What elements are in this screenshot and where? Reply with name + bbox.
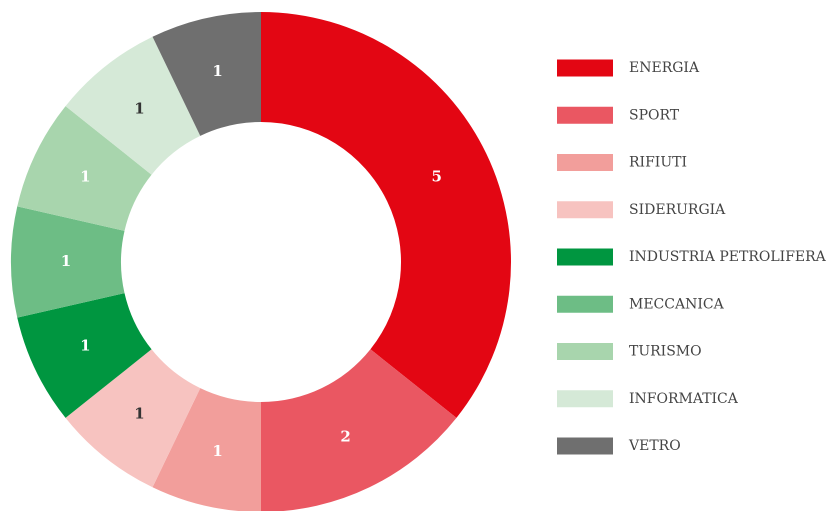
legend-swatch [557,343,613,360]
donut-segment [10,206,125,318]
segment-label: 1 [212,62,222,80]
donut-segment [152,388,261,511]
segment-label: 1 [61,252,71,270]
legend-swatch [557,390,613,408]
donut-segment [261,349,457,511]
legend-label: TURISMO [629,344,702,360]
legend-label: SIDERURGIA [629,202,726,218]
legend-label: INFORMATICA [629,391,739,407]
segment-label: 1 [212,442,222,460]
segment-label: 1 [134,404,144,422]
donut-segment [261,12,512,418]
legend-label: INDUSTRIA PETROLIFERA [629,249,827,265]
legend-label: VETRO [628,438,681,454]
legend-swatch [557,295,613,313]
legend-swatch [557,201,613,219]
donut-segment [17,106,152,231]
legend-swatch [557,248,613,266]
segment-label: 1 [134,100,144,118]
donut-segment [152,12,261,136]
legend-swatch [557,154,613,171]
legend-label: SPORT [629,107,680,123]
legend-swatch [557,437,613,455]
legend-label: ENERGIA [629,60,700,76]
legend-label: MECCANICA [629,296,725,312]
segment-label: 2 [340,428,350,446]
segment-label: 1 [80,337,90,355]
donut-segment [65,36,201,175]
donut-segment [17,293,152,418]
donut-segment [65,349,201,488]
legend-swatch [557,59,613,77]
segment-label: 1 [80,167,90,185]
segment-label: 5 [431,167,441,185]
legend-swatch [557,106,613,124]
legend-label: RIFIUTI [629,155,687,171]
